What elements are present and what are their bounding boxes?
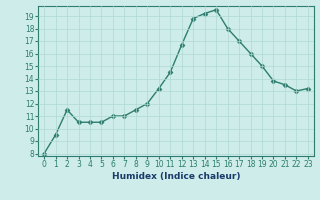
X-axis label: Humidex (Indice chaleur): Humidex (Indice chaleur) xyxy=(112,172,240,181)
